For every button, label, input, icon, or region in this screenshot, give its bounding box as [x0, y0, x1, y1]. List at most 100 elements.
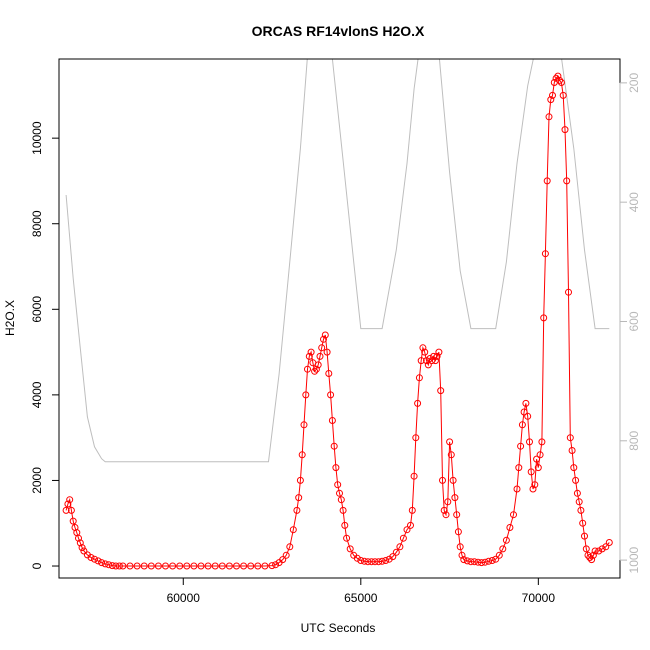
data-point	[566, 434, 574, 442]
data-point	[204, 562, 212, 570]
data-point	[460, 556, 468, 564]
data-point	[119, 562, 127, 570]
axes: 60000 65000 70000 0 2000 4000 6000 8000 10000 200…	[30, 73, 641, 605]
data-point	[407, 521, 414, 529]
data-point	[282, 551, 290, 559]
data-point	[360, 557, 368, 565]
data-point	[67, 506, 75, 514]
x-tick-label: 60000	[167, 591, 201, 605]
data-point	[524, 412, 532, 420]
data-point	[336, 489, 343, 497]
data-point	[115, 562, 123, 570]
data-point	[513, 485, 521, 493]
data-point	[91, 555, 98, 563]
data-point	[76, 539, 84, 547]
data-point	[437, 387, 445, 395]
data-point	[375, 558, 383, 566]
data-point	[410, 472, 418, 480]
data-point	[62, 506, 70, 514]
data-point	[272, 561, 280, 569]
data-point	[520, 408, 528, 416]
data-point	[447, 451, 455, 459]
data-point	[522, 399, 530, 407]
data-point	[371, 558, 379, 566]
data-point	[75, 534, 82, 542]
h2o-series	[62, 72, 613, 570]
y-tick-label: 8000	[30, 210, 44, 237]
data-point	[549, 91, 556, 99]
y2-tick-label: 400	[627, 192, 641, 212]
data-point	[499, 545, 507, 553]
data-point	[325, 370, 333, 377]
data-point	[357, 557, 365, 564]
data-point	[605, 539, 613, 546]
secondary-line	[65, 59, 610, 463]
data-point	[247, 562, 255, 570]
data-point	[80, 547, 88, 555]
data-point	[559, 91, 567, 99]
y-tick-label: 10000	[30, 121, 44, 155]
data-point	[64, 500, 72, 508]
data-point	[449, 476, 457, 484]
data-point	[298, 451, 306, 459]
data-point	[147, 562, 155, 570]
data-point	[417, 357, 425, 365]
data-point	[474, 558, 482, 566]
x-axis-label: UTC Seconds	[301, 621, 376, 635]
data-point	[485, 557, 493, 565]
x-tick-label: 70000	[522, 591, 556, 605]
data-point	[87, 554, 95, 561]
data-point	[431, 357, 439, 365]
data-point	[572, 476, 580, 484]
data-point	[328, 417, 336, 424]
data-point	[108, 562, 116, 570]
data-point	[565, 288, 572, 296]
data-point	[591, 547, 599, 555]
data-point	[458, 551, 466, 559]
data-point	[327, 391, 335, 399]
data-point	[488, 557, 496, 564]
data-point	[556, 76, 564, 84]
y2-tick-label: 200	[627, 73, 641, 93]
data-point	[586, 554, 594, 561]
data-point	[573, 489, 581, 497]
secondary-series	[65, 59, 610, 463]
data-point	[78, 544, 86, 552]
data-point	[588, 556, 596, 564]
data-point	[378, 557, 386, 565]
data-point	[169, 562, 177, 570]
data-point	[424, 361, 432, 369]
data-point	[419, 344, 427, 352]
data-point	[602, 543, 610, 551]
data-point	[454, 528, 462, 536]
data-point	[295, 494, 303, 502]
data-point	[305, 352, 313, 360]
data-point	[518, 421, 526, 429]
data-point	[392, 548, 400, 556]
data-point	[456, 543, 464, 551]
y-tick-label: 4000	[30, 381, 44, 408]
data-point	[595, 547, 603, 555]
data-point	[286, 543, 294, 551]
data-point	[403, 526, 411, 534]
data-point	[312, 365, 320, 373]
data-point	[414, 399, 422, 407]
data-point	[197, 562, 205, 570]
data-point	[451, 494, 459, 502]
data-point	[453, 511, 461, 519]
data-point	[334, 481, 342, 489]
data-point	[211, 562, 219, 570]
data-point	[105, 561, 113, 569]
data-point	[300, 421, 308, 429]
data-point	[133, 562, 141, 570]
data-point	[527, 468, 535, 476]
data-point	[589, 551, 597, 559]
data-point	[296, 476, 304, 484]
data-point	[540, 314, 548, 322]
y-tick-label: 0	[30, 562, 44, 569]
chart-title: ORCAS RF14vlonS H2O.X	[252, 23, 425, 39]
data-point	[183, 562, 191, 570]
data-point	[382, 557, 390, 564]
